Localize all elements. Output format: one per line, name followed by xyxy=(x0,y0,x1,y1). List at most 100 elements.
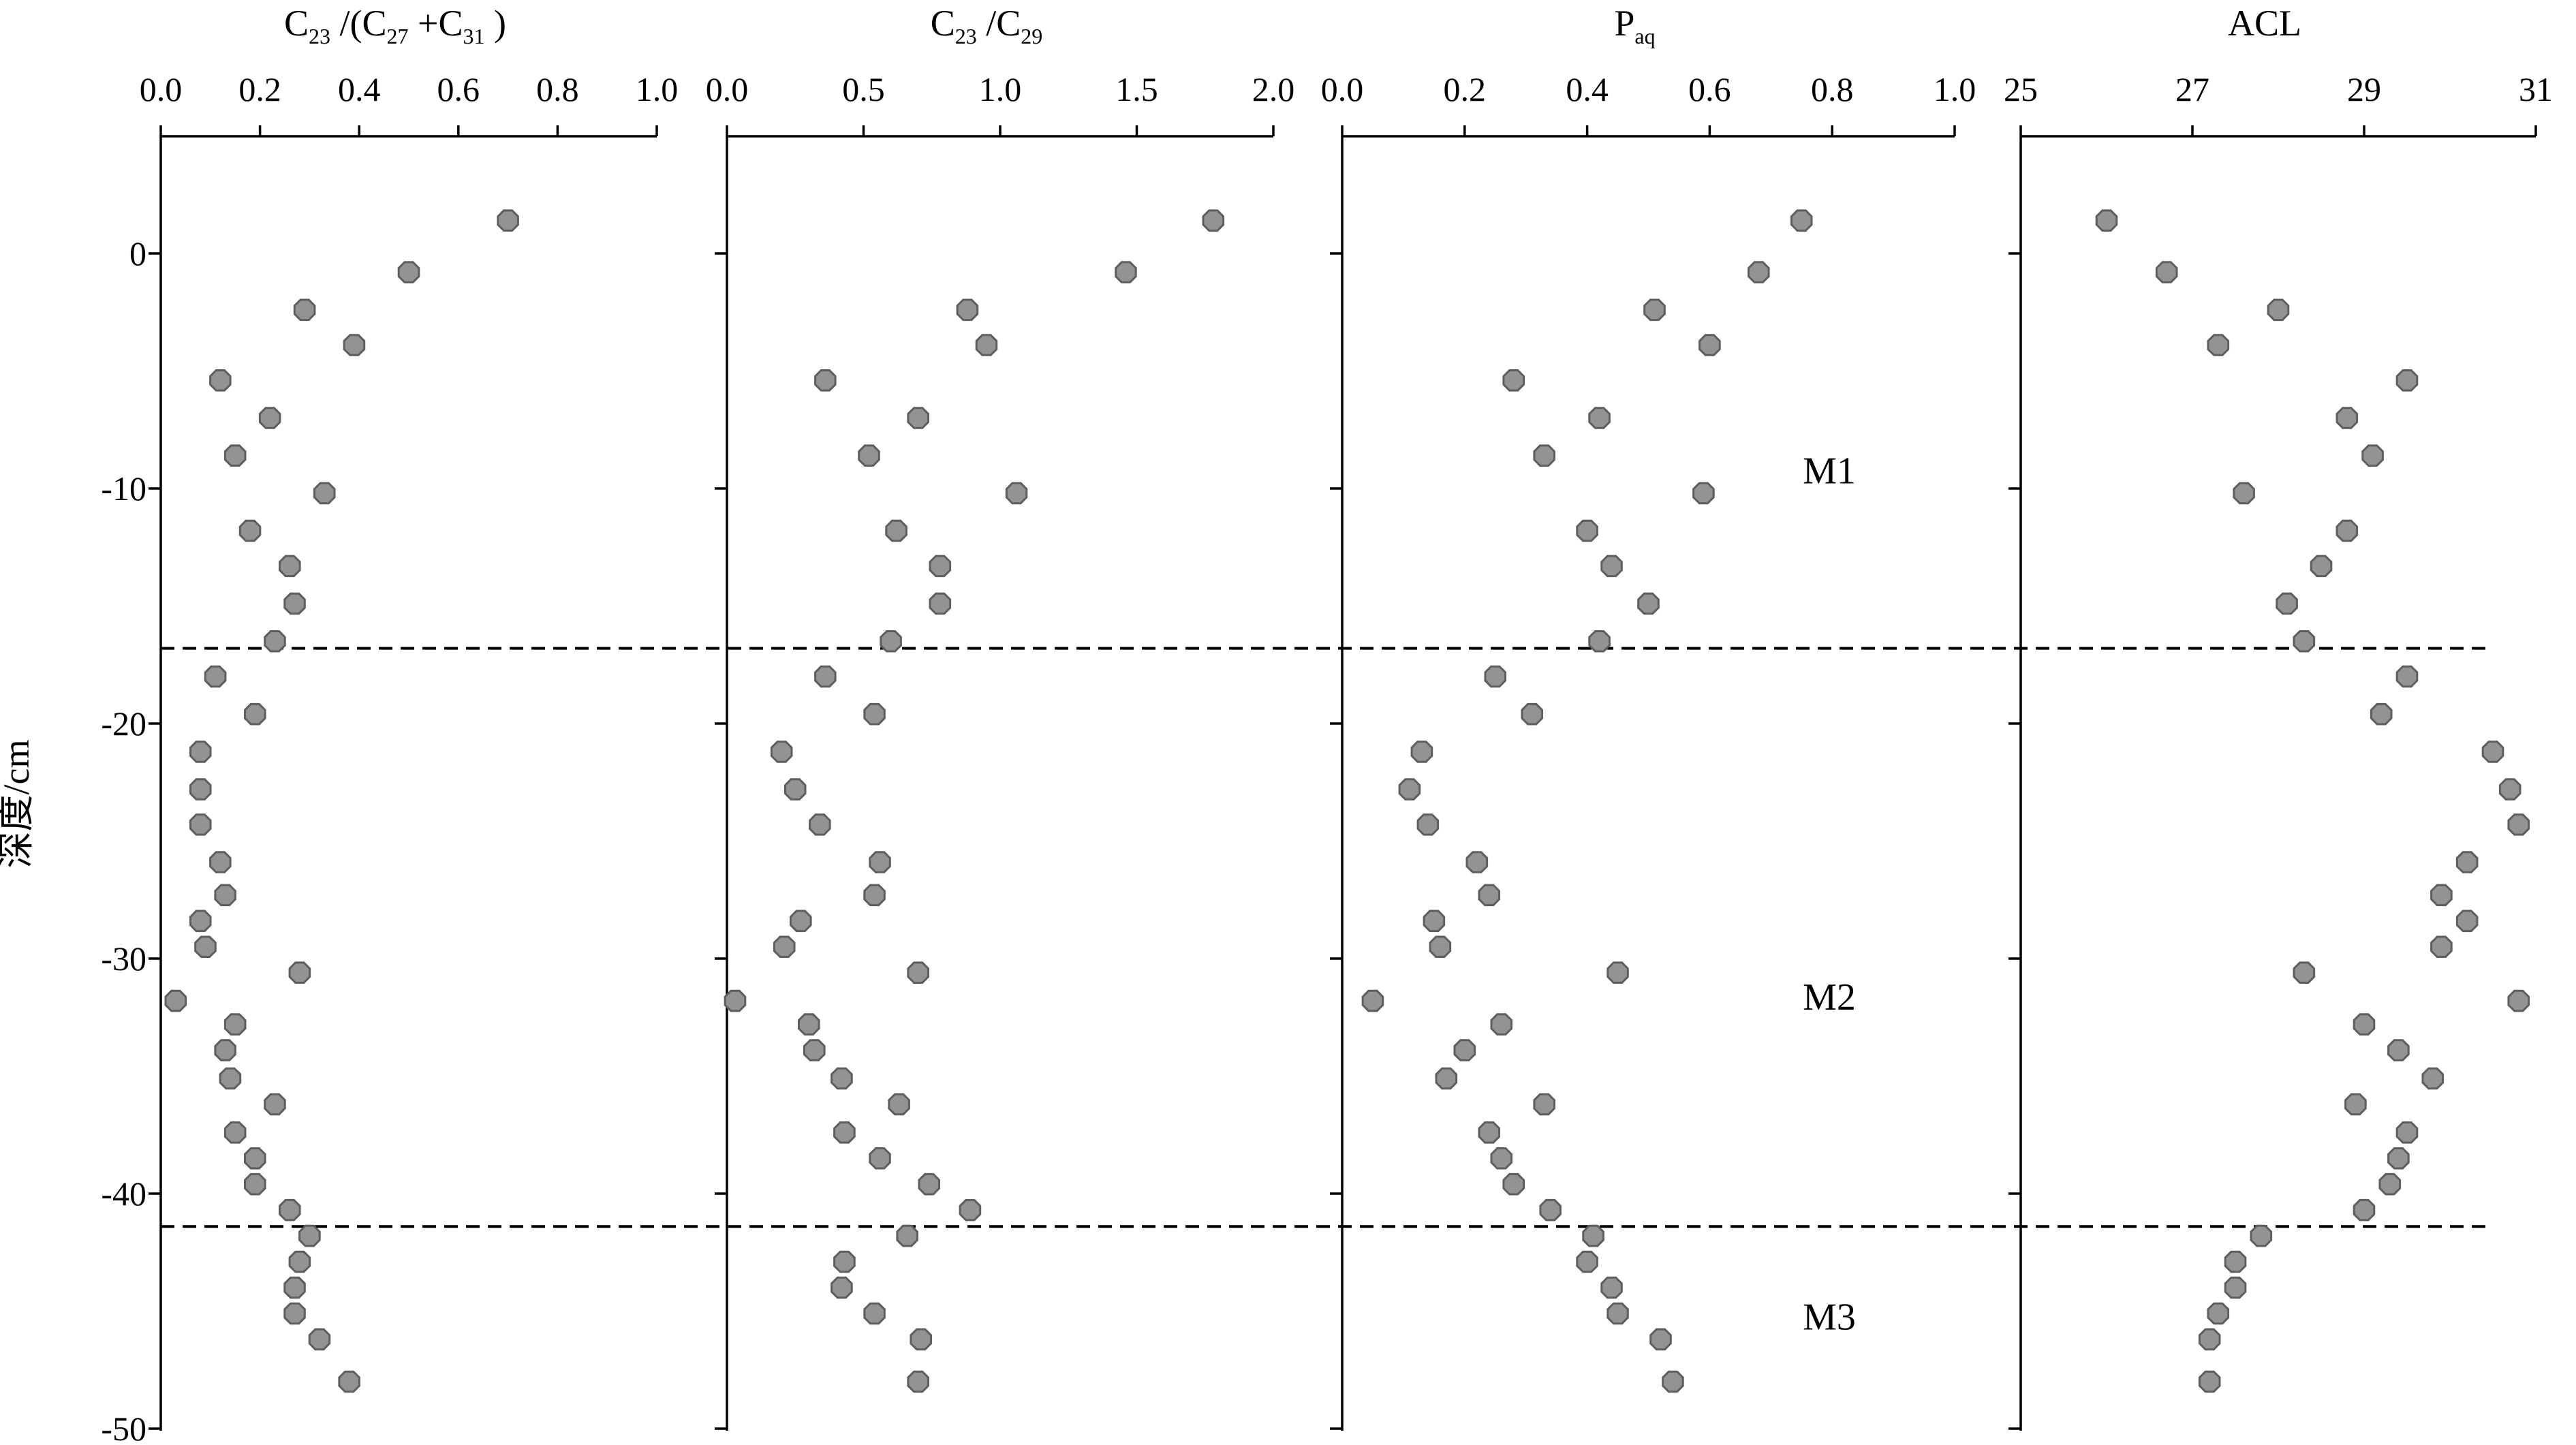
x-tick-label: 1.0 xyxy=(979,70,1022,108)
data-point xyxy=(1202,209,1225,232)
data-point xyxy=(2430,884,2453,907)
data-point xyxy=(1410,741,1433,763)
panel-title: ACL xyxy=(2228,3,2301,44)
data-point xyxy=(724,989,747,1012)
data-point xyxy=(2498,778,2521,801)
y-axis-label: 深度/cm xyxy=(0,740,37,869)
data-point xyxy=(869,851,891,873)
data-point xyxy=(288,1250,311,1273)
data-point xyxy=(279,1198,301,1222)
data-point xyxy=(1435,1067,1458,1090)
x-tick-label: 0.6 xyxy=(1688,70,1731,108)
data-point xyxy=(956,298,979,322)
title-subscript: 23 xyxy=(955,24,977,48)
title-subscript: aq xyxy=(1634,24,1655,48)
title-spacer xyxy=(409,3,418,44)
data-point xyxy=(910,1328,932,1351)
data-point xyxy=(790,910,812,933)
title-spacer xyxy=(485,3,495,44)
data-point xyxy=(1600,1276,1623,1299)
data-point xyxy=(2336,407,2359,429)
data-point xyxy=(1588,630,1611,653)
data-point xyxy=(2361,444,2384,467)
data-point xyxy=(194,935,217,958)
y-tick-label: -50 xyxy=(101,1410,146,1445)
data-point xyxy=(2276,592,2298,615)
data-point xyxy=(1643,298,1666,322)
data-point xyxy=(1576,519,1598,542)
data-point xyxy=(244,1147,266,1170)
x-tick-label: 1.0 xyxy=(636,70,679,108)
data-point xyxy=(907,1370,929,1393)
data-point xyxy=(2250,1224,2273,1247)
title-subscript: 29 xyxy=(1021,24,1042,48)
data-point xyxy=(264,630,286,653)
data-point xyxy=(189,778,212,801)
data-point xyxy=(1533,1093,1555,1116)
x-tick-label: 0.8 xyxy=(1811,70,1854,108)
x-tick-label: 31 xyxy=(2519,70,2553,108)
data-point xyxy=(831,1276,853,1299)
data-point xyxy=(209,369,232,392)
data-point xyxy=(1539,1198,1562,1222)
data-point xyxy=(863,884,886,907)
x-tick-label: 0.8 xyxy=(536,70,579,108)
data-point xyxy=(1662,1370,1684,1393)
title-spacer xyxy=(330,3,340,44)
x-tick-label: 0.0 xyxy=(140,70,183,108)
data-point xyxy=(809,813,831,836)
data-points xyxy=(164,209,2530,1393)
data-point xyxy=(264,1093,286,1116)
panel-title: C23 /C29 xyxy=(931,3,1043,48)
data-point xyxy=(343,334,366,356)
title-text: C xyxy=(931,3,955,44)
panel-2: 0.0 0.5 1.0 1.5 2.0 C23 /C29 xyxy=(706,3,1294,1431)
data-point xyxy=(2095,209,2118,232)
data-point xyxy=(907,407,929,429)
data-point xyxy=(2481,741,2504,763)
data-point xyxy=(1115,261,1137,283)
y-tick-label: 0 xyxy=(129,234,146,273)
data-point xyxy=(2233,482,2255,505)
data-point xyxy=(831,1067,853,1090)
data-point xyxy=(204,665,227,688)
panel-4: 25 27 29 31 ACL xyxy=(2004,3,2553,1431)
data-point xyxy=(2455,910,2479,933)
title-text: C xyxy=(284,3,309,44)
zone-labels: M1 M2 M3 xyxy=(1803,450,1856,1338)
data-point xyxy=(814,369,837,392)
data-point xyxy=(258,407,281,429)
data-point xyxy=(1490,1147,1512,1170)
data-point xyxy=(929,592,952,615)
data-point xyxy=(219,1067,242,1090)
x-tick-label: 0.5 xyxy=(842,70,885,108)
x-tick-label: 27 xyxy=(2175,70,2209,108)
x-tick-label: 1.0 xyxy=(1934,70,1976,108)
data-point xyxy=(863,1302,886,1325)
x-tick-label: 29 xyxy=(2347,70,2381,108)
panel-title: Paq xyxy=(1614,3,1655,48)
data-point xyxy=(1588,407,1611,429)
data-point xyxy=(784,778,807,801)
data-point xyxy=(1649,1328,1672,1351)
data-point xyxy=(1429,935,1452,958)
data-point xyxy=(885,519,907,542)
data-point xyxy=(2344,1093,2367,1116)
data-point xyxy=(2387,1147,2410,1170)
data-point xyxy=(1423,910,1446,933)
y-tick-label: -10 xyxy=(101,469,146,508)
zone-label: M3 xyxy=(1803,1296,1856,1338)
data-point xyxy=(1790,209,1813,232)
data-point xyxy=(189,741,212,763)
data-point xyxy=(283,1276,306,1299)
x-tick-label: 0.4 xyxy=(338,70,381,108)
data-point xyxy=(814,665,837,688)
data-point xyxy=(189,813,212,836)
data-point xyxy=(283,592,306,615)
title-text: /(C xyxy=(340,3,387,44)
title-text: +C xyxy=(418,3,463,44)
data-point xyxy=(858,444,880,467)
data-point xyxy=(189,910,212,933)
title-text: ACL xyxy=(2228,3,2301,44)
